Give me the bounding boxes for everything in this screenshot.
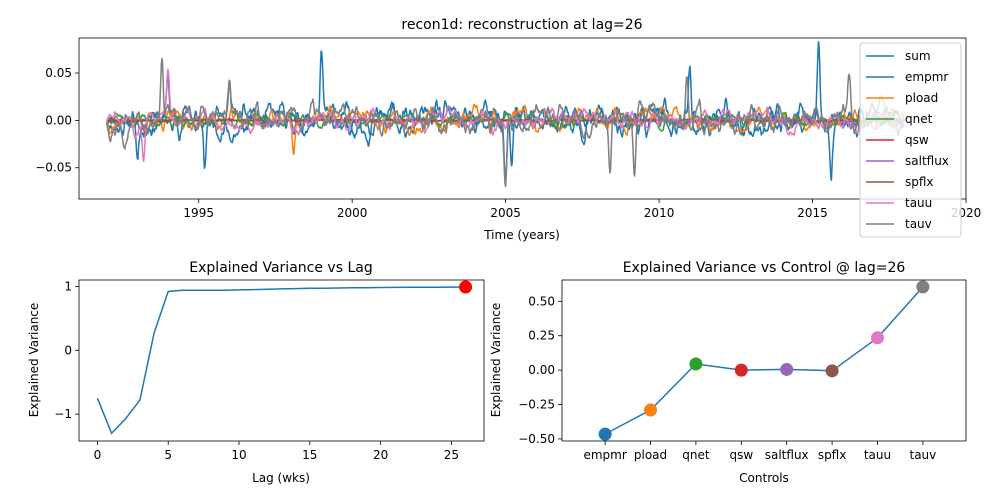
legend-label-qsw: qsw [905, 133, 929, 147]
variance-vs-lag-x-label: Lag (wks) [252, 471, 310, 485]
control-point-pload [644, 403, 658, 417]
x-tick-label: 20 [373, 448, 388, 462]
y-tick-label: −0.50 [518, 432, 555, 446]
variance-vs-control-x-ticks: empmr pload qnet qsw saltflux spflx tauu tauv [583, 441, 936, 462]
control-point-qnet [689, 357, 703, 371]
y-tick-label: −0.05 [35, 161, 72, 175]
x-tick-label: 0 [94, 448, 102, 462]
variance-vs-lag-axes-frame [78, 279, 485, 442]
control-point-tauv [916, 280, 930, 294]
y-tick-label: −0.25 [518, 398, 555, 412]
control-point-qsw [734, 363, 748, 377]
variance-vs-control-panel: Explained Variance vs Control @ lag=26 e… [489, 260, 967, 485]
x-tick-label: 2000 [337, 206, 368, 220]
reconstruction-series-lines [105, 40, 906, 188]
x-tick-label-saltflux: saltflux [765, 448, 809, 462]
series-line-tauu [105, 68, 906, 162]
y-tick-label: 0.25 [528, 329, 555, 343]
reconstruction-legend: sum empmr pload qnet qsw saltflux spflx tauu tau… [859, 42, 962, 238]
variance-vs-control-title: Explained Variance vs Control @ lag=26 [623, 260, 906, 276]
variance-vs-control-axes-frame [561, 279, 967, 442]
y-tick-label: 0.50 [528, 294, 555, 308]
x-tick-label-pload: pload [634, 448, 667, 462]
highlight-lag-point [459, 280, 473, 294]
y-tick-label: 0.00 [528, 363, 555, 377]
x-tick-label: 15 [302, 448, 317, 462]
legend-label-tauu: tauu [905, 196, 932, 210]
legend-label-sum: sum [905, 49, 931, 63]
x-tick-label: 25 [444, 448, 459, 462]
x-tick-label-tauv: tauv [909, 448, 936, 462]
variance-vs-control-y-label: Explained Variance [489, 303, 503, 418]
variance-vs-control-x-label: Controls [739, 471, 789, 485]
reconstruction-y-ticks: −0.05 0.00 0.05 [35, 66, 79, 175]
x-tick-label: 1995 [183, 206, 214, 220]
variance-vs-control-plot [598, 280, 930, 441]
y-tick-label: 1 [64, 279, 72, 293]
x-tick-label: 2005 [490, 206, 521, 220]
x-tick-label: 2015 [797, 206, 828, 220]
variance-vs-lag-y-label: Explained Variance [27, 303, 41, 418]
y-tick-label: −1 [54, 407, 72, 421]
series-line-qnet [105, 111, 905, 132]
legend-label-empmr: empmr [905, 70, 948, 84]
variance-lag-line [96, 286, 466, 435]
series-line-tauv [105, 57, 906, 188]
legend-label-qnet: qnet [905, 112, 933, 126]
x-tick-label-spflx: spflx [818, 448, 847, 462]
variance-control-line [604, 286, 924, 435]
y-tick-label: 0.05 [45, 66, 72, 80]
variance-vs-control-y-ticks: −0.50 −0.25 0.00 0.25 0.50 [518, 294, 562, 446]
control-point-spflx [825, 364, 839, 378]
legend-label-pload: pload [905, 91, 938, 105]
y-tick-label: 0.00 [45, 113, 72, 127]
variance-vs-lag-title: Explained Variance vs Lag [189, 260, 372, 276]
reconstruction-axes-frame [78, 37, 967, 200]
y-tick-label: 0 [64, 343, 72, 357]
control-point-saltflux [780, 362, 794, 376]
legend-label-spflx: spflx [905, 175, 934, 189]
x-tick-label: 2010 [644, 206, 675, 220]
reconstruction-x-label: Time (years) [483, 228, 560, 242]
control-point-empmr [598, 427, 612, 441]
x-tick-label: 5 [164, 448, 172, 462]
legend-label-tauv: tauv [905, 217, 932, 231]
x-tick-label-qsw: qsw [729, 448, 753, 462]
x-tick-label-qnet: qnet [682, 448, 710, 462]
legend-box [859, 42, 962, 238]
x-tick-label: 10 [231, 448, 246, 462]
reconstruction-title: recon1d: reconstruction at lag=26 [401, 17, 642, 33]
x-tick-label-empmr: empmr [583, 448, 626, 462]
variance-vs-lag-y-ticks: −1 0 1 [54, 279, 79, 421]
control-point-tauu [870, 331, 884, 345]
legend-label-saltflux: saltflux [905, 154, 949, 168]
variance-vs-lag-panel: Explained Variance vs Lag 0 5 10 15 20 25 −10… [27, 260, 485, 485]
variance-vs-lag-plot [96, 280, 473, 435]
reconstruction-panel: recon1d: reconstruction at lag=26 1995 20… [35, 17, 981, 242]
variance-vs-lag-x-ticks: 0 5 10 15 20 25 [94, 441, 459, 462]
x-tick-label-tauu: tauu [864, 448, 891, 462]
